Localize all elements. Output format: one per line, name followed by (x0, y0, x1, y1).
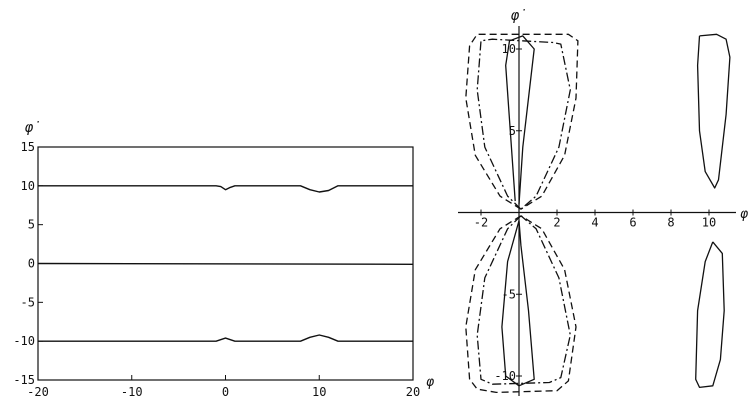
left-x-tick-label: -10 (121, 385, 143, 399)
left-y-tick-label: -5 (21, 295, 35, 309)
left-x-tick-label: 20 (406, 385, 420, 399)
right-series-curve (476, 215, 571, 385)
right-series-curve (696, 33, 731, 189)
right-x-tick-label: 4 (591, 216, 598, 230)
left-x-tick-label: -20 (27, 385, 49, 399)
right-y-axis-label: φ̇ (511, 8, 528, 24)
right-x-tick-label: 6 (629, 216, 636, 230)
left-y-tick-label: 0 (28, 257, 35, 271)
left-series-line (38, 334, 413, 342)
right-series-curve (465, 33, 579, 210)
left-y-tick-label: -10 (13, 334, 35, 348)
right-series-curve (465, 215, 577, 394)
left-y-tick-label: 10 (21, 179, 35, 193)
phase-portrait-left: -20 -10 0 10 20 -15 -10 -5 0 5 10 15 φ̇ φ (13, 120, 434, 399)
left-y-tick-label: -15 (13, 373, 35, 387)
right-x-tick-label: 10 (702, 216, 716, 230)
right-x-tick-label: -2 (474, 216, 488, 230)
left-x-tick-label: 0 (222, 385, 229, 399)
right-x-tick-label: 2 (553, 216, 560, 230)
right-y-tick-label: 5 (509, 124, 516, 138)
right-series-curve (695, 241, 725, 389)
right-x-tick-label: 8 (667, 216, 674, 230)
left-series-group: -20 -10 0 10 20 -15 -10 -5 0 5 10 15 (13, 140, 420, 399)
left-x-tick-label: 10 (312, 385, 326, 399)
right-series-curve (476, 38, 571, 210)
right-series-curve (505, 35, 535, 205)
left-y-axis-label: φ̇ (25, 120, 42, 136)
left-y-tick-label: 5 (28, 218, 35, 232)
left-y-tick-label: 15 (21, 140, 35, 154)
right-x-axis-label: φ (740, 207, 748, 222)
right-series-curve (501, 220, 535, 387)
left-x-axis-label: φ (426, 375, 434, 390)
left-series-line (37, 262, 414, 265)
left-series-line (38, 185, 413, 193)
